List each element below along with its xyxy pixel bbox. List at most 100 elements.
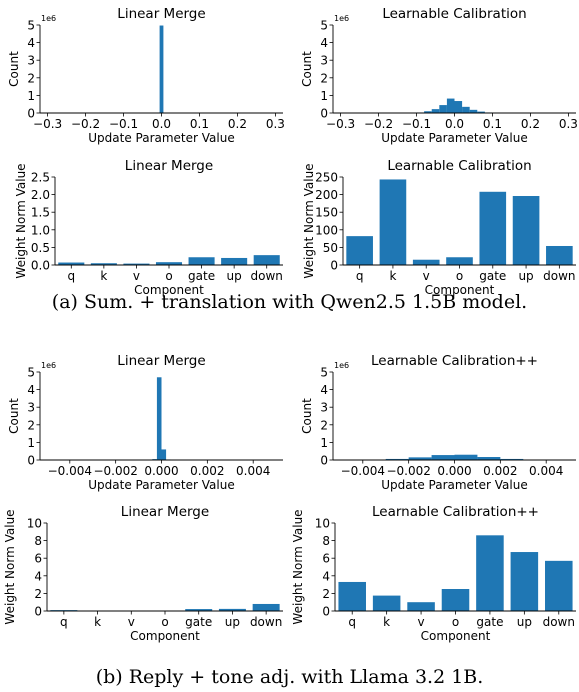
y-tick-label: 5 (320, 366, 328, 380)
x-tick-label: k (100, 269, 107, 283)
bar (188, 257, 215, 265)
chart-a_norm_learnable (339, 176, 576, 269)
y-tick-label: 0.0 (31, 259, 50, 273)
bar (407, 602, 435, 611)
chart-b_norm_linear (43, 522, 283, 615)
x-tick-label: o (456, 269, 463, 283)
axis-offset-text: 1e6 (41, 361, 56, 370)
x-tick-label: −0.1 (402, 117, 431, 131)
chart-title: Linear Merge (117, 6, 205, 22)
y-axis-label: Count (300, 398, 314, 434)
histogram-bar (161, 449, 167, 460)
axis-offset-text: 1e6 (41, 14, 56, 23)
y-axis-label: Weight Norm Value (14, 163, 28, 278)
bar (479, 191, 507, 265)
x-tick-label: 0.000 (437, 464, 471, 478)
bar (155, 262, 183, 265)
y-tick-label: 5 (27, 366, 35, 380)
x-tick-label: 0.3 (266, 117, 285, 131)
axis-offset-text: 1e6 (334, 14, 349, 23)
y-tick-label: 1 (320, 89, 328, 103)
histogram-bar (408, 457, 432, 460)
x-tick-label: 0.3 (559, 117, 578, 131)
y-tick-label: 250 (315, 171, 338, 185)
chart-title: Learnable Calibration++ (371, 353, 538, 369)
y-tick-label: 10 (315, 517, 330, 531)
y-tick-label: 2 (27, 418, 35, 432)
x-tick-label: k (94, 615, 101, 629)
x-axis-label: Update Parameter Value (381, 131, 527, 145)
x-tick-label: o (161, 615, 168, 629)
x-tick-label: −0.004 (341, 464, 385, 478)
y-axis-label: Count (7, 398, 21, 434)
x-tick-label: up (225, 615, 240, 629)
x-axis-label: Component (421, 629, 491, 643)
y-tick-label: 4 (34, 569, 42, 583)
x-tick-label: q (60, 615, 68, 629)
histogram-bar (446, 98, 455, 113)
y-axis-label: Weight Norm Value (302, 163, 316, 278)
y-tick-label: 0 (320, 107, 328, 121)
x-tick-label: v (418, 615, 425, 629)
x-tick-label: up (227, 269, 242, 283)
y-tick-label: 4 (27, 383, 35, 397)
x-tick-label: v (128, 615, 135, 629)
x-axis-label: Update Parameter Value (381, 478, 527, 492)
chart-title: Linear Merge (117, 353, 205, 369)
histogram-bar (439, 105, 447, 113)
y-tick-label: 50 (323, 241, 338, 255)
caption-b: (b) Reply + tone adj. with Llama 3.2 1B. (95, 666, 484, 688)
chart-title: Linear Merge (121, 504, 209, 520)
x-tick-label: −0.3 (33, 117, 62, 131)
y-tick-label: 6 (34, 552, 42, 566)
axis-offset-text: 1e6 (334, 361, 349, 370)
x-tick-label: q (356, 269, 364, 283)
x-tick-label: −0.2 (364, 117, 393, 131)
x-tick-label: 0.0 (445, 117, 464, 131)
chart-title: Learnable Calibration++ (372, 504, 539, 520)
y-tick-label: 2.0 (31, 188, 50, 202)
x-tick-label: −0.3 (326, 117, 355, 131)
chart-b_hist_linear (36, 371, 283, 464)
y-tick-label: 0 (322, 605, 330, 619)
chart-a_norm_linear (51, 176, 283, 269)
histogram-bar (477, 111, 485, 113)
histogram-bar (462, 106, 470, 113)
y-tick-label: 3 (320, 401, 328, 415)
x-tick-label: −0.1 (109, 117, 138, 131)
y-tick-label: 4 (322, 569, 330, 583)
y-axis-label: Count (7, 51, 21, 87)
y-tick-label: 2 (320, 71, 328, 85)
x-tick-label: up (517, 615, 532, 629)
histogram-bar (454, 101, 463, 113)
x-tick-label: 0.000 (144, 464, 178, 478)
x-tick-label: 0.004 (529, 464, 563, 478)
y-tick-label: 2 (322, 587, 330, 601)
chart-title: Learnable Calibration (387, 158, 531, 174)
x-tick-label: −0.002 (93, 464, 137, 478)
x-axis-label: Component (425, 283, 495, 297)
x-axis-label: Component (134, 283, 204, 297)
y-tick-label: 3 (320, 54, 328, 68)
histogram-bar (477, 457, 501, 460)
y-tick-label: 4 (320, 36, 328, 50)
bar (346, 236, 373, 265)
x-tick-label: gate (479, 269, 506, 283)
y-axis-label: Count (300, 51, 314, 87)
bar (476, 535, 504, 611)
bar (185, 609, 213, 611)
histogram-bar (431, 455, 455, 460)
y-tick-label: 0 (320, 454, 328, 468)
bar (218, 608, 246, 611)
histogram-bar (159, 25, 164, 113)
y-tick-label: 2 (27, 71, 35, 85)
x-tick-label: −0.2 (71, 117, 100, 131)
x-tick-label: −0.004 (48, 464, 92, 478)
histogram-bar (424, 111, 432, 113)
bar (446, 257, 473, 265)
x-tick-label: q (67, 269, 75, 283)
y-tick-label: 4 (27, 36, 35, 50)
x-tick-label: gate (188, 269, 215, 283)
y-tick-label: 0 (27, 454, 35, 468)
